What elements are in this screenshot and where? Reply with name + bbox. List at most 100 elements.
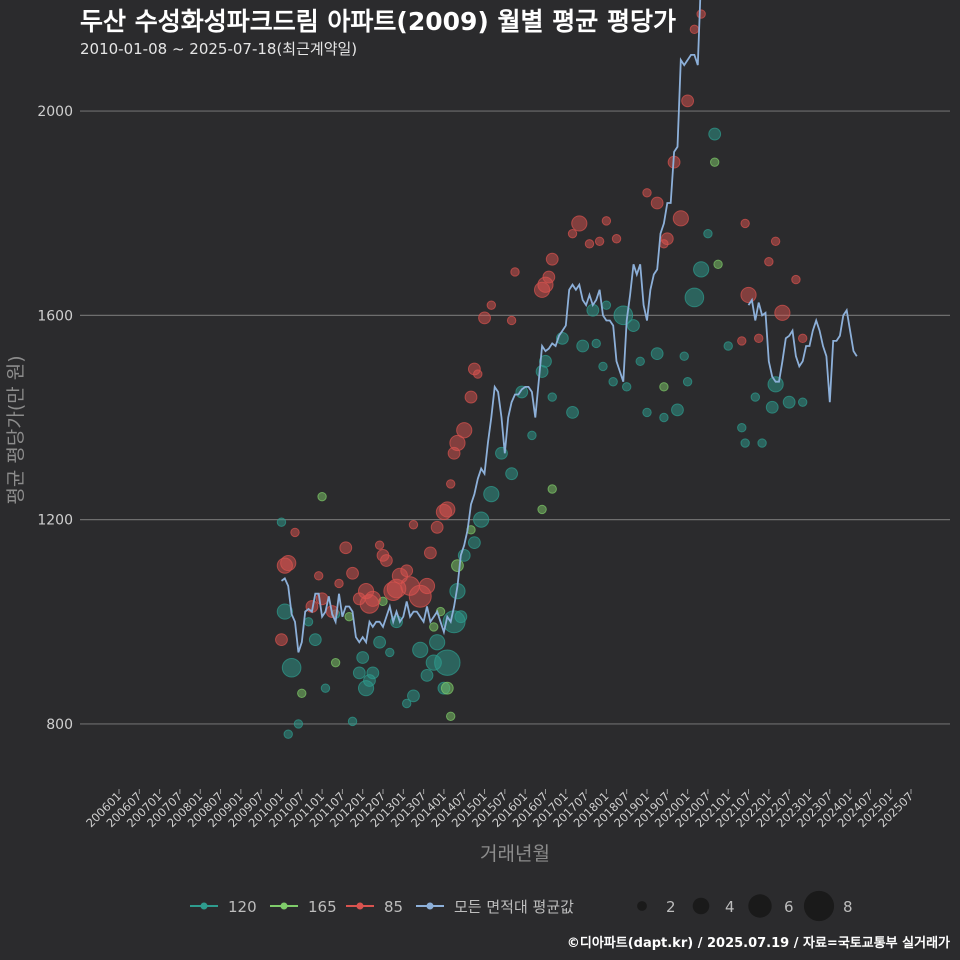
point-120	[684, 287, 705, 308]
point-165	[440, 681, 454, 695]
point-85	[408, 520, 419, 530]
point-120	[429, 634, 446, 651]
point-165	[537, 504, 547, 515]
point-120	[598, 361, 608, 372]
point-85	[346, 566, 359, 580]
point-120	[740, 438, 750, 448]
point-85	[797, 333, 808, 344]
y-axis-label: 평균 평당가(만 원)	[5, 355, 27, 504]
point-85	[449, 434, 466, 452]
point-85	[737, 336, 747, 346]
point-120	[356, 651, 370, 664]
data-credit: ©디아파트(dapt.kr) / 2025.07.19 / 자료=국토교통부 실…	[566, 936, 950, 951]
point-85	[418, 577, 436, 595]
point-120	[782, 395, 796, 409]
point-120	[276, 517, 287, 527]
point-120	[591, 338, 601, 349]
point-85	[456, 422, 473, 439]
point-120	[366, 666, 380, 680]
point-165	[659, 382, 669, 392]
point-120	[347, 716, 358, 727]
legend-swatch-dot	[200, 902, 208, 910]
y-axis-ticks: 800 1200 1600 2000	[37, 104, 73, 733]
point-120	[420, 669, 434, 682]
legend-size-label: 6	[784, 898, 794, 916]
legend: 120 165 85 모든 면적대 평균값 2 4 6 8	[190, 890, 853, 922]
point-120	[737, 423, 747, 433]
point-85	[594, 236, 605, 247]
average-line-path	[280, 0, 702, 653]
point-85	[400, 564, 414, 578]
legend-label: 85	[384, 898, 403, 916]
point-85	[740, 286, 757, 304]
point-85	[567, 228, 578, 239]
legend-label: 모든 면적대 평균값	[454, 898, 574, 916]
legend-size-label: 4	[725, 898, 735, 916]
point-85	[740, 218, 750, 229]
point-85	[313, 571, 324, 581]
point-120	[576, 339, 590, 353]
point-120	[283, 729, 293, 739]
point-120	[373, 635, 387, 649]
point-120	[276, 603, 293, 620]
point-120	[750, 392, 761, 402]
point-120	[467, 536, 481, 550]
legend-label: 165	[308, 898, 337, 916]
point-85	[275, 633, 288, 647]
point-85	[379, 554, 393, 567]
point-85	[464, 390, 478, 404]
point-85	[681, 94, 695, 108]
x-axis-ticks: 2006012006072007012007072008012008072009…	[83, 789, 916, 830]
point-120	[293, 719, 304, 729]
point-120	[547, 392, 557, 402]
legend-swatch-dot	[426, 902, 434, 910]
point-165	[451, 559, 464, 573]
legend-size-circle	[803, 890, 835, 922]
point-120	[505, 467, 519, 481]
point-85	[473, 369, 483, 379]
point-120	[797, 397, 808, 407]
point-165	[445, 711, 456, 721]
average-line-path	[747, 297, 858, 403]
y-tick-label: 2000	[37, 104, 73, 120]
point-120	[642, 407, 652, 418]
grid-lines	[80, 110, 950, 725]
legend-size-circle	[637, 901, 647, 911]
point-120	[635, 356, 645, 367]
point-120	[515, 385, 529, 399]
point-165	[709, 157, 720, 167]
legend-size-circle	[692, 897, 710, 915]
point-120	[566, 405, 579, 419]
point-85	[374, 540, 385, 550]
point-120	[601, 300, 612, 310]
point-120	[401, 698, 412, 709]
y-tick-label: 1600	[37, 308, 73, 324]
point-165	[297, 688, 307, 698]
point-85	[364, 590, 381, 607]
point-120	[708, 127, 722, 141]
legend-swatch-dot	[280, 902, 288, 910]
point-85	[478, 311, 491, 325]
point-120	[671, 403, 684, 417]
point-120	[608, 377, 618, 387]
chart-subtitle: 2010-01-08 ~ 2025-07-18(최근계약일)	[80, 40, 358, 58]
point-120	[650, 347, 664, 361]
point-85	[486, 300, 497, 310]
point-85	[770, 236, 781, 247]
point-120	[703, 228, 713, 239]
point-120	[303, 617, 314, 627]
point-120	[757, 438, 767, 448]
point-85	[584, 239, 595, 249]
point-85	[753, 333, 764, 344]
point-120	[483, 486, 500, 503]
point-120	[627, 319, 640, 332]
y-tick-label: 800	[46, 717, 73, 733]
point-120	[723, 341, 733, 351]
point-120	[385, 647, 395, 658]
point-85	[689, 24, 700, 35]
point-85	[642, 188, 652, 198]
point-120	[693, 261, 710, 278]
point-120	[308, 633, 322, 647]
point-85	[280, 554, 297, 572]
point-120	[539, 354, 552, 368]
